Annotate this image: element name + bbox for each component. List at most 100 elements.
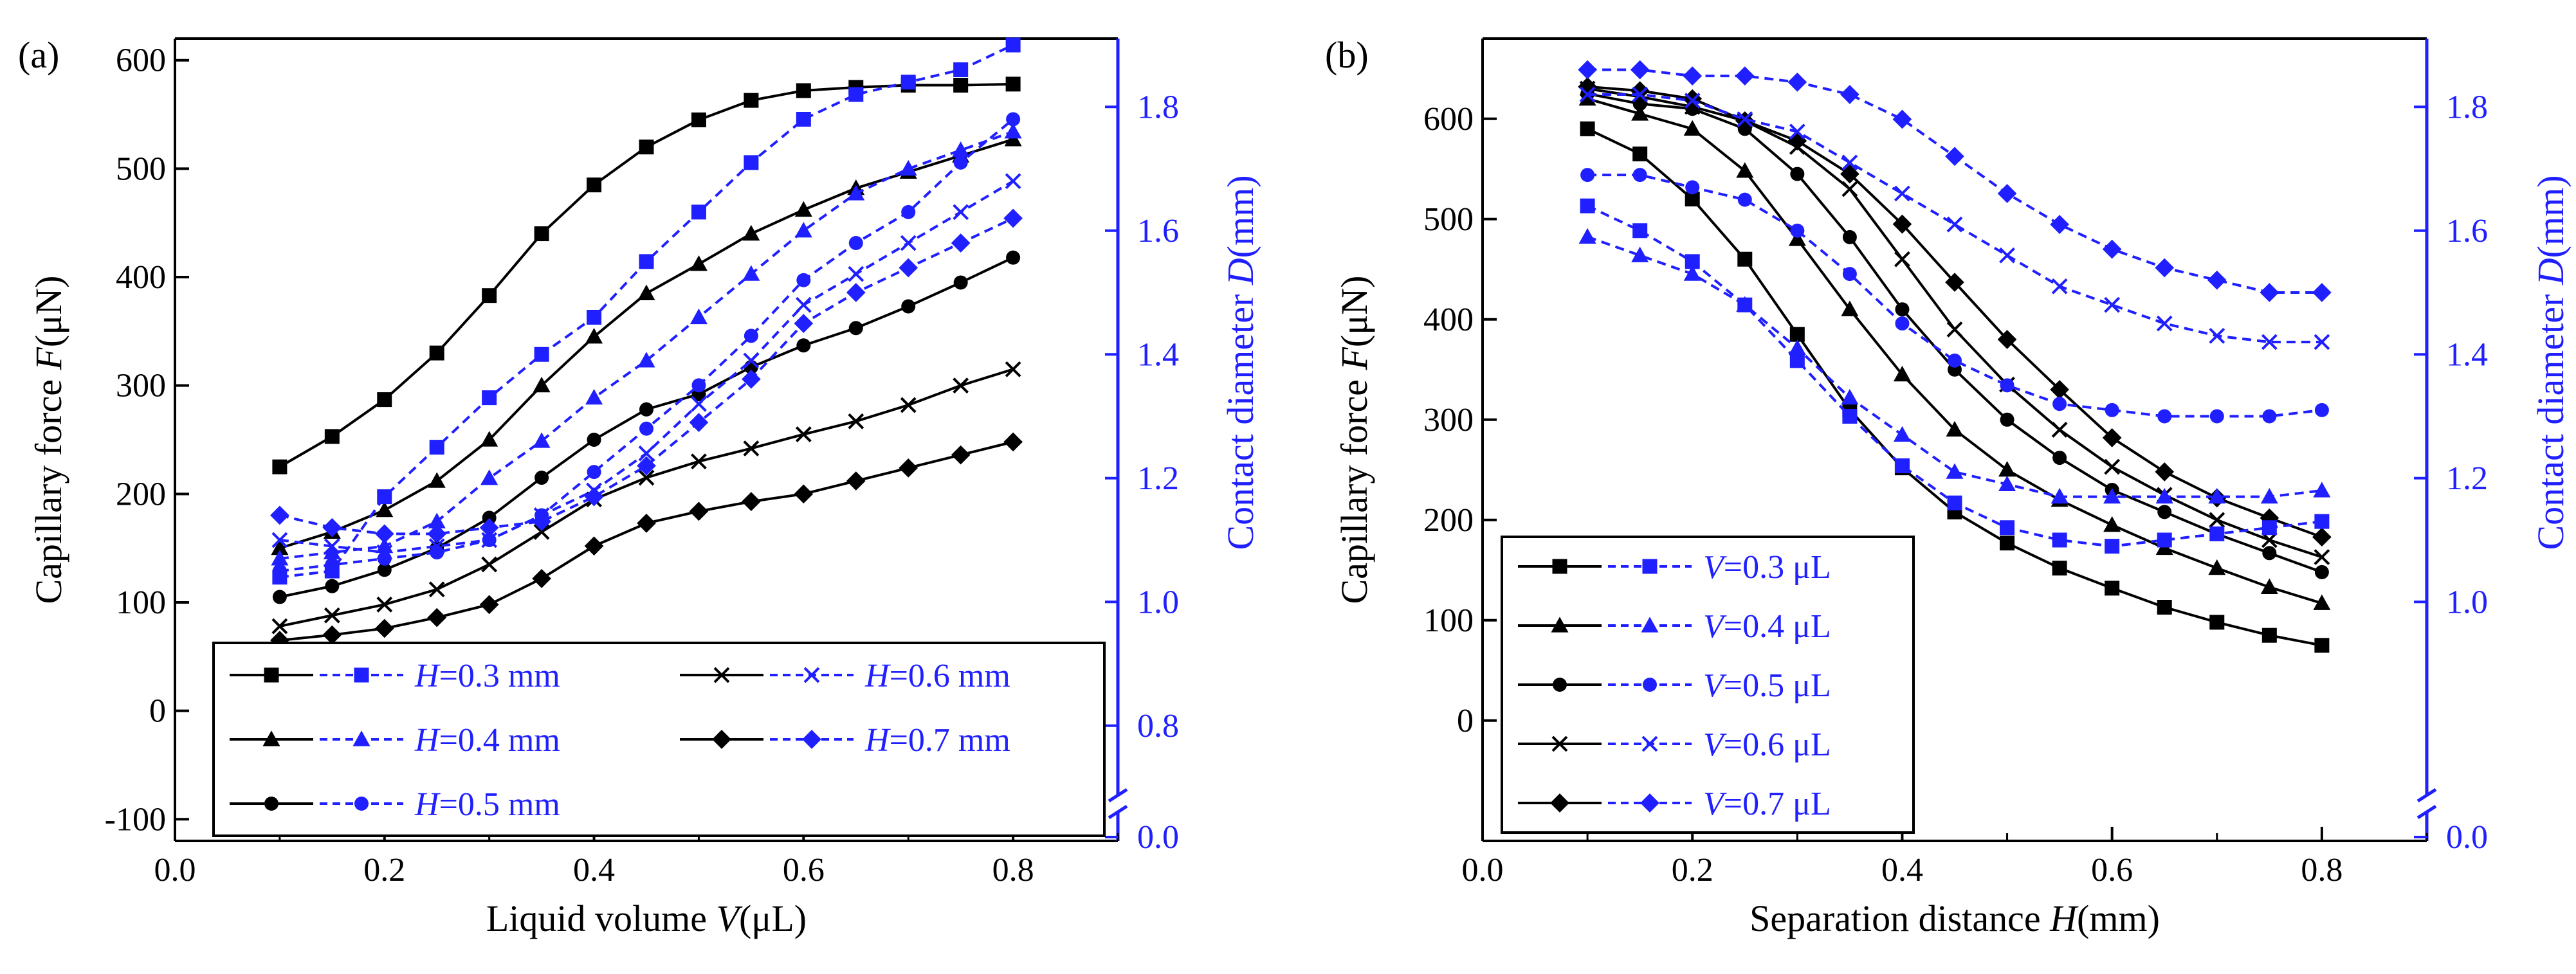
force-series-line [279, 138, 1014, 550]
force-data-point [637, 284, 655, 300]
legend-label: V=0.3 μL [1703, 549, 1831, 586]
force-data-point [482, 288, 497, 303]
force-data-point [953, 377, 969, 394]
force-data-point [794, 484, 814, 504]
legend: H=0.3 mm H=0.4 mm H=0.5 mm H=0.6 mm H=0.7 mm [212, 642, 1106, 837]
force-data-point [270, 631, 289, 650]
diameter-data-point [1736, 296, 1754, 312]
diameter-data-point [2157, 409, 2172, 424]
diameter-data-point [1578, 60, 1597, 80]
diameter-data-point [1894, 185, 1910, 202]
diameter-data-point [587, 465, 601, 480]
legend-marker [802, 730, 821, 749]
force-data-point [1892, 214, 1912, 234]
diameter-data-point [848, 266, 864, 282]
force-data-point [2052, 451, 2067, 465]
diameter-data-point [480, 469, 498, 485]
y-tick-label: 500 [116, 150, 166, 187]
y-tick-label: 600 [1423, 101, 1474, 138]
legend-marker [712, 730, 731, 749]
y-right-tick-label: 0.0 [1137, 819, 1179, 856]
diameter-data-point [900, 235, 917, 251]
force-data-point [2208, 559, 2226, 575]
y-tick-label: 400 [1423, 302, 1474, 338]
force-data-point [2260, 578, 2278, 594]
diameter-data-point [1683, 265, 1701, 281]
force-data-point [482, 510, 497, 525]
force-data-point [900, 397, 917, 413]
y-axis-label-right: Contact diameter D(mm) [1219, 175, 1261, 550]
force-data-point [480, 431, 498, 447]
diameter-data-point [534, 347, 549, 362]
x-tick-label: 0.4 [1881, 852, 1923, 888]
force-data-point [2314, 638, 2330, 653]
force-data-point [899, 458, 918, 478]
diameter-data-point [428, 538, 445, 555]
force-data-point [1788, 230, 1806, 246]
diameter-data-point [2105, 402, 2119, 417]
legend-label: H=0.4 mm [414, 722, 560, 759]
force-data-point [2314, 564, 2329, 579]
diameter-data-point [325, 557, 340, 572]
y-right-tick-label: 1.6 [1137, 213, 1179, 249]
force-data-point [795, 426, 812, 442]
diameter-data-point [848, 87, 864, 102]
diameter-data-point [532, 512, 551, 531]
force-data-point [532, 569, 551, 588]
diameter-data-point [1735, 66, 1755, 86]
diameter-series-line [1587, 235, 2323, 498]
legend-marker [262, 730, 280, 746]
force-data-point [953, 78, 969, 93]
diameter-data-point [2051, 278, 2068, 294]
diameter-data-point [1947, 495, 1962, 510]
x-tick-label: 0.8 [992, 852, 1034, 888]
force-data-point [796, 338, 811, 353]
diameter-data-point [2104, 296, 2121, 313]
y-axis-label-left: Capillary force F(μN) [1333, 275, 1375, 604]
y-tick-label: 600 [116, 42, 166, 79]
x-axis-label: Separation distance H(mm) [1749, 897, 2160, 939]
y-right-tick-label: 1.0 [1137, 584, 1179, 620]
y-tick-label: 300 [116, 368, 166, 404]
diameter-data-point [1892, 109, 1912, 129]
force-data-point [324, 429, 340, 444]
diameter-data-point [2314, 334, 2330, 350]
force-data-point [794, 201, 812, 217]
legend-label: V=0.5 μL [1703, 667, 1831, 704]
force-data-point [1895, 302, 1910, 317]
diameter-data-point [637, 352, 655, 368]
x-tick-label: 0.0 [154, 852, 196, 888]
diameter-data-point [1999, 247, 2015, 264]
axis-break-mark [1108, 788, 1128, 803]
force-data-point [1946, 321, 1963, 338]
diameter-data-point [900, 75, 916, 90]
force-data-point [2209, 512, 2225, 528]
y-tick-label: 300 [1423, 402, 1474, 438]
diameter-data-point [1580, 168, 1595, 183]
legend-marker [1641, 735, 1658, 752]
legend-marker [1642, 559, 1658, 574]
force-data-point [1841, 300, 1859, 316]
legend-label: H=0.7 mm [864, 722, 1010, 759]
force-data-point [325, 579, 340, 593]
y-right-tick-label: 0.8 [1137, 708, 1179, 744]
y-tick-label: 500 [1423, 201, 1474, 238]
force-data-point [533, 376, 551, 393]
diameter-data-point [1894, 458, 1910, 473]
y-right-tick-label: 1.2 [2446, 460, 2488, 497]
force-data-point [377, 392, 392, 408]
diameter-data-point [2156, 315, 2173, 332]
force-data-point [1004, 131, 1022, 147]
force-data-point [2261, 627, 2277, 643]
diameter-data-point [2051, 487, 2069, 504]
force-data-point [1997, 330, 2017, 349]
diameter-data-point [1004, 123, 1022, 139]
diameter-data-point [639, 254, 654, 269]
diameter-data-point [1005, 37, 1021, 53]
force-data-point [272, 590, 287, 604]
force-data-point [1842, 230, 1857, 244]
legend-label: H=0.5 mm [414, 786, 560, 823]
diameter-data-point [1789, 353, 1805, 368]
diameter-data-point [796, 273, 811, 287]
diameter-series-line [1587, 174, 2323, 418]
